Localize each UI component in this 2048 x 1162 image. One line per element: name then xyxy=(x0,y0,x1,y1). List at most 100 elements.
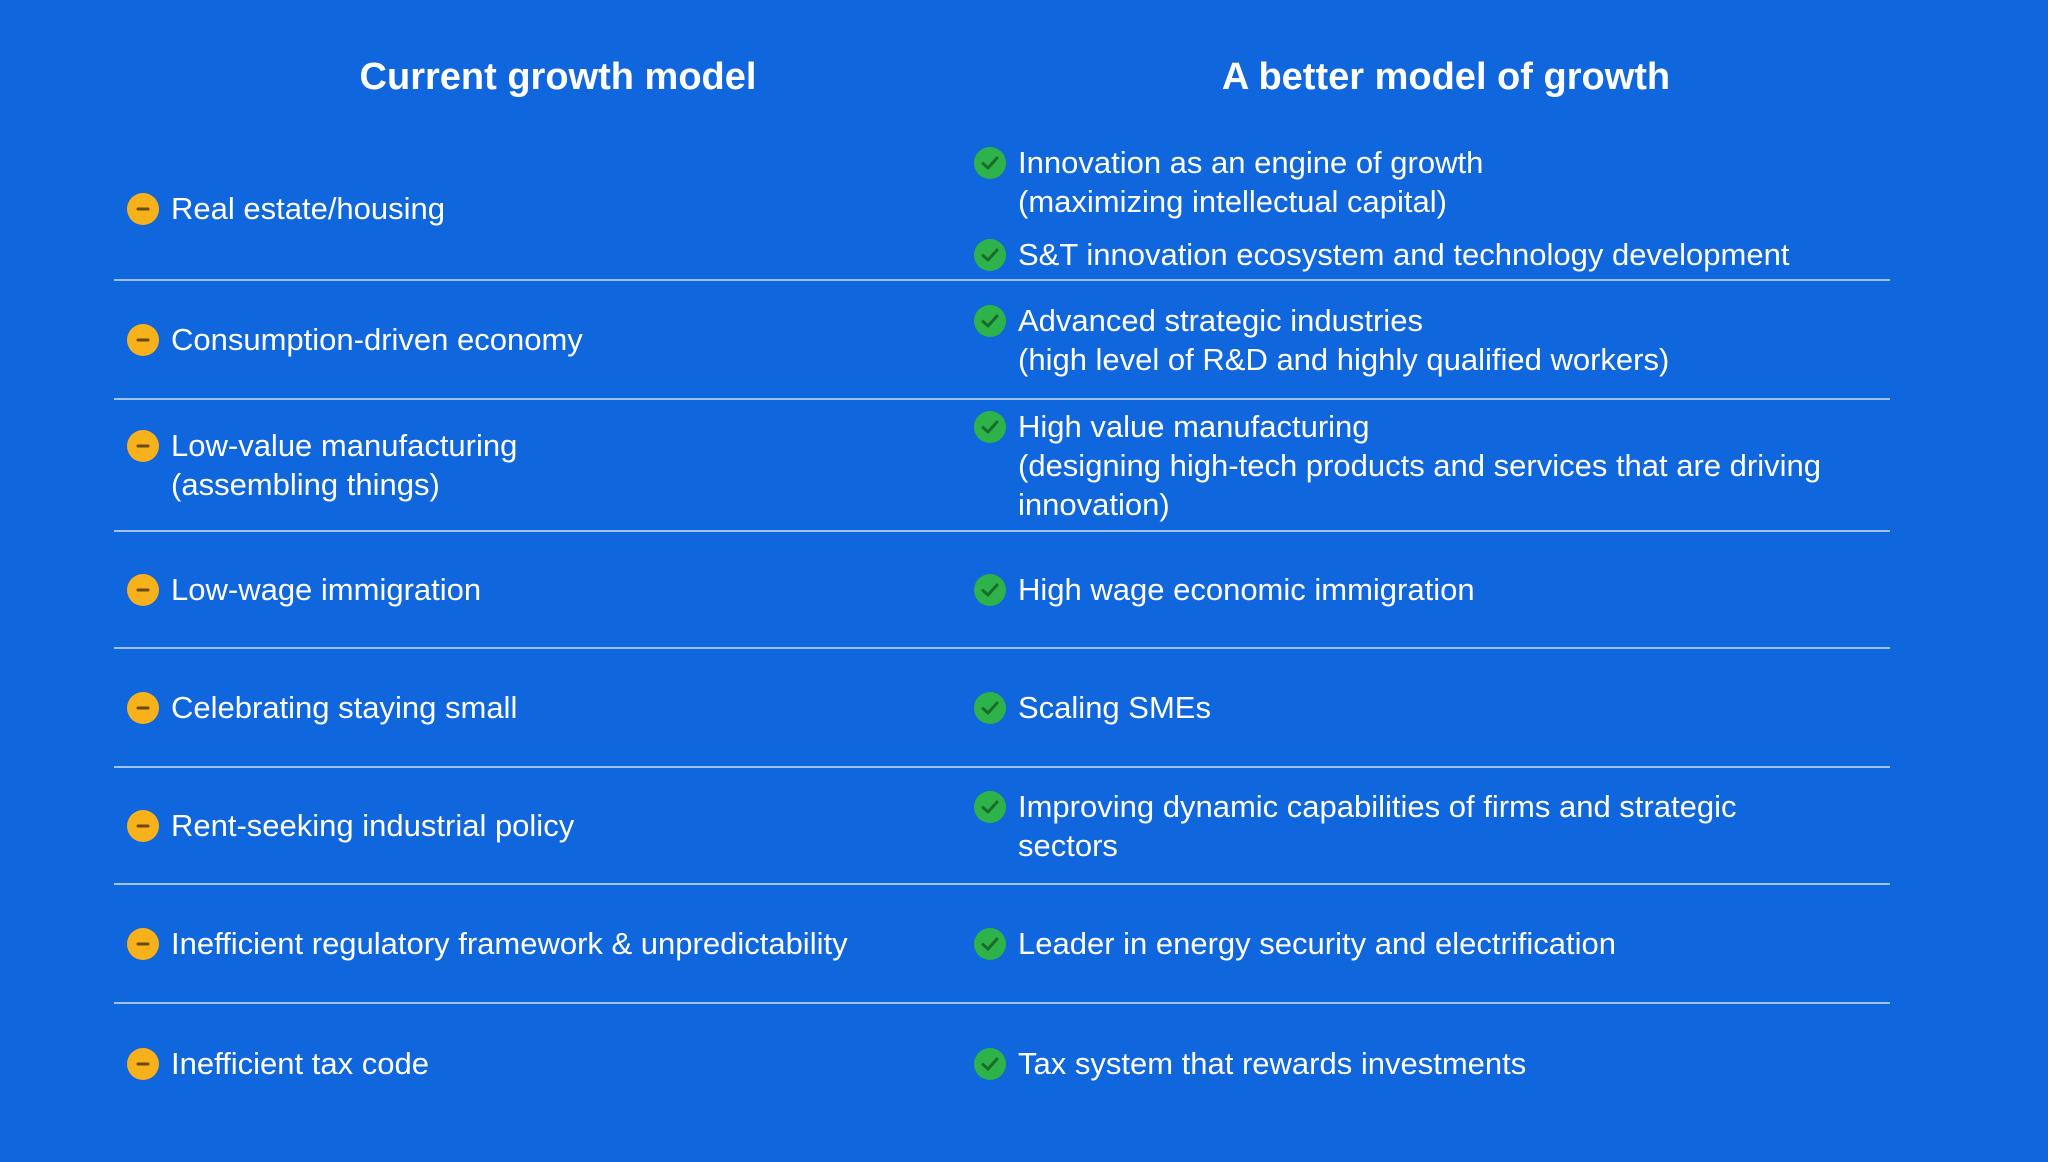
item-text: Inefficient tax code xyxy=(171,1044,429,1083)
minus-icon xyxy=(127,692,159,724)
list-item: Consumption-driven economy xyxy=(126,320,970,359)
current-cell: Real estate/housing xyxy=(114,137,970,279)
check-icon xyxy=(974,304,1006,337)
item-text: Innovation as an engine of growth (maximi… xyxy=(1018,143,1483,221)
text-line: (high level of R&D and highly qualified … xyxy=(1018,341,1670,377)
list-item: Celebrating staying small xyxy=(126,688,970,727)
list-item: Leader in energy security and electrific… xyxy=(973,924,1890,963)
text-line: S&T innovation ecosystem and technology … xyxy=(1018,236,1790,272)
text-line: Advanced strategic industries xyxy=(1018,302,1423,338)
list-item: High value manufacturing (designing high-… xyxy=(973,407,1890,524)
table-row: Celebrating staying small Scaling SMEs xyxy=(114,649,1890,768)
item-text: S&T innovation ecosystem and technology … xyxy=(1018,235,1789,274)
column-header: A better model of growth xyxy=(1221,56,1671,98)
check-icon xyxy=(974,574,1006,606)
text-line: innovation) xyxy=(1018,486,1170,522)
text-line: Inefficient tax code xyxy=(171,1046,429,1081)
list-item: Innovation as an engine of growth (maximi… xyxy=(973,143,1890,221)
table-row: Low-wage immigration High wage economic i… xyxy=(114,532,1890,649)
check-icon xyxy=(974,238,1006,271)
minus-icon xyxy=(127,430,159,462)
list-item: Low-value manufacturing (assembling thing… xyxy=(126,426,970,504)
check-icon xyxy=(974,1048,1006,1080)
text-line: Consumption-driven economy xyxy=(171,322,583,357)
current-cell: Celebrating staying small xyxy=(114,649,970,766)
item-text: Celebrating staying small xyxy=(171,688,517,727)
check-icon xyxy=(974,692,1006,724)
text-line: Celebrating staying small xyxy=(171,690,518,725)
text-line: sectors xyxy=(1018,827,1118,863)
item-text: Consumption-driven economy xyxy=(171,320,583,359)
minus-icon xyxy=(127,574,159,606)
item-text: Leader in energy security and electrific… xyxy=(1018,924,1616,963)
list-item: Tax system that rewards investments xyxy=(973,1044,1890,1083)
current-cell: Rent-seeking industrial policy xyxy=(114,768,970,883)
check-icon xyxy=(974,928,1006,960)
item-text: Inefficient regulatory framework & unpre… xyxy=(171,924,848,963)
text-line: Real estate/housing xyxy=(171,190,446,226)
item-text: Low-value manufacturing (assembling thing… xyxy=(171,426,517,504)
current-cell: Inefficient regulatory framework & unpre… xyxy=(114,885,970,1002)
better-cell: Leader in energy security and electrific… xyxy=(970,885,1890,1002)
list-item: Inefficient tax code xyxy=(126,1044,970,1083)
better-cell: Innovation as an engine of growth (maximi… xyxy=(970,137,1890,279)
list-item: Inefficient regulatory framework & unpre… xyxy=(126,924,970,963)
check-icon xyxy=(974,410,1006,443)
text-line: Innovation as an engine of growth xyxy=(1018,144,1484,180)
text-line: Leader in energy security and electrific… xyxy=(1018,926,1616,961)
text-line: Tax system that rewards investments xyxy=(1018,1046,1527,1081)
minus-icon xyxy=(127,810,159,842)
list-item: Advanced strategic industries (high level… xyxy=(973,301,1890,379)
item-text: High wage economic immigration xyxy=(1018,570,1475,609)
better-cell: Advanced strategic industries (high level… xyxy=(970,281,1890,398)
text-line: Scaling SMEs xyxy=(1018,690,1211,725)
list-item: Real estate/housing xyxy=(126,189,970,228)
list-item: S&T innovation ecosystem and technology … xyxy=(973,235,1890,274)
minus-icon xyxy=(127,192,159,225)
text-line: Inefficient regulatory framework & unpre… xyxy=(171,926,848,961)
minus-icon xyxy=(127,928,159,960)
comparison-table: Real estate/housing Innovation as an engi… xyxy=(114,137,1890,1123)
table-row: Inefficient regulatory framework & unpre… xyxy=(114,885,1890,1004)
current-cell: Inefficient tax code xyxy=(114,1004,970,1123)
list-item: Improving dynamic capabilities of firms … xyxy=(973,787,1890,865)
table-row: Low-value manufacturing (assembling thing… xyxy=(114,400,1890,532)
text-line: Rent-seeking industrial policy xyxy=(171,808,575,843)
item-text: Rent-seeking industrial policy xyxy=(171,806,574,845)
item-text: Improving dynamic capabilities of firms … xyxy=(1018,787,1736,865)
current-cell: Low-wage immigration xyxy=(114,532,970,647)
table-row: Real estate/housing Innovation as an engi… xyxy=(114,137,1890,281)
current-cell: Low-value manufacturing (assembling thing… xyxy=(114,400,970,530)
better-cell: High wage economic immigration xyxy=(970,532,1890,647)
item-text: Tax system that rewards investments xyxy=(1018,1044,1526,1083)
column-header: Current growth model xyxy=(359,56,757,98)
current-cell: Consumption-driven economy xyxy=(114,281,970,398)
check-icon xyxy=(974,790,1006,823)
item-text: Scaling SMEs xyxy=(1018,688,1211,727)
table-row: Consumption-driven economy Advanced strat… xyxy=(114,281,1890,400)
item-text: Low-wage immigration xyxy=(171,570,481,609)
text-line: (maximizing intellectual capital) xyxy=(1018,183,1447,219)
item-text: High value manufacturing (designing high-… xyxy=(1018,407,1821,524)
text-line: High wage economic immigration xyxy=(1018,572,1475,607)
item-text: Real estate/housing xyxy=(171,189,445,228)
list-item: High wage economic immigration xyxy=(973,570,1890,609)
text-line: High value manufacturing xyxy=(1018,408,1370,444)
text-line: Low-value manufacturing xyxy=(171,428,518,463)
list-item: Low-wage immigration xyxy=(126,570,970,609)
better-cell: Tax system that rewards investments xyxy=(970,1004,1890,1123)
better-cell: Improving dynamic capabilities of firms … xyxy=(970,768,1890,883)
better-cell: High value manufacturing (designing high-… xyxy=(970,400,1890,530)
minus-icon xyxy=(127,324,159,356)
better-cell: Scaling SMEs xyxy=(970,649,1890,766)
text-line: (designing high-tech products and servic… xyxy=(1018,447,1822,483)
item-text: Advanced strategic industries (high level… xyxy=(1018,301,1669,379)
check-icon xyxy=(974,146,1006,179)
text-line: (assembling things) xyxy=(171,467,440,502)
text-line: Low-wage immigration xyxy=(171,572,482,607)
table-row: Rent-seeking industrial policy Improving … xyxy=(114,768,1890,885)
list-item: Scaling SMEs xyxy=(973,688,1890,727)
table-row: Inefficient tax code Tax system that rewa… xyxy=(114,1004,1890,1123)
text-line: Improving dynamic capabilities of firms … xyxy=(1018,788,1737,824)
